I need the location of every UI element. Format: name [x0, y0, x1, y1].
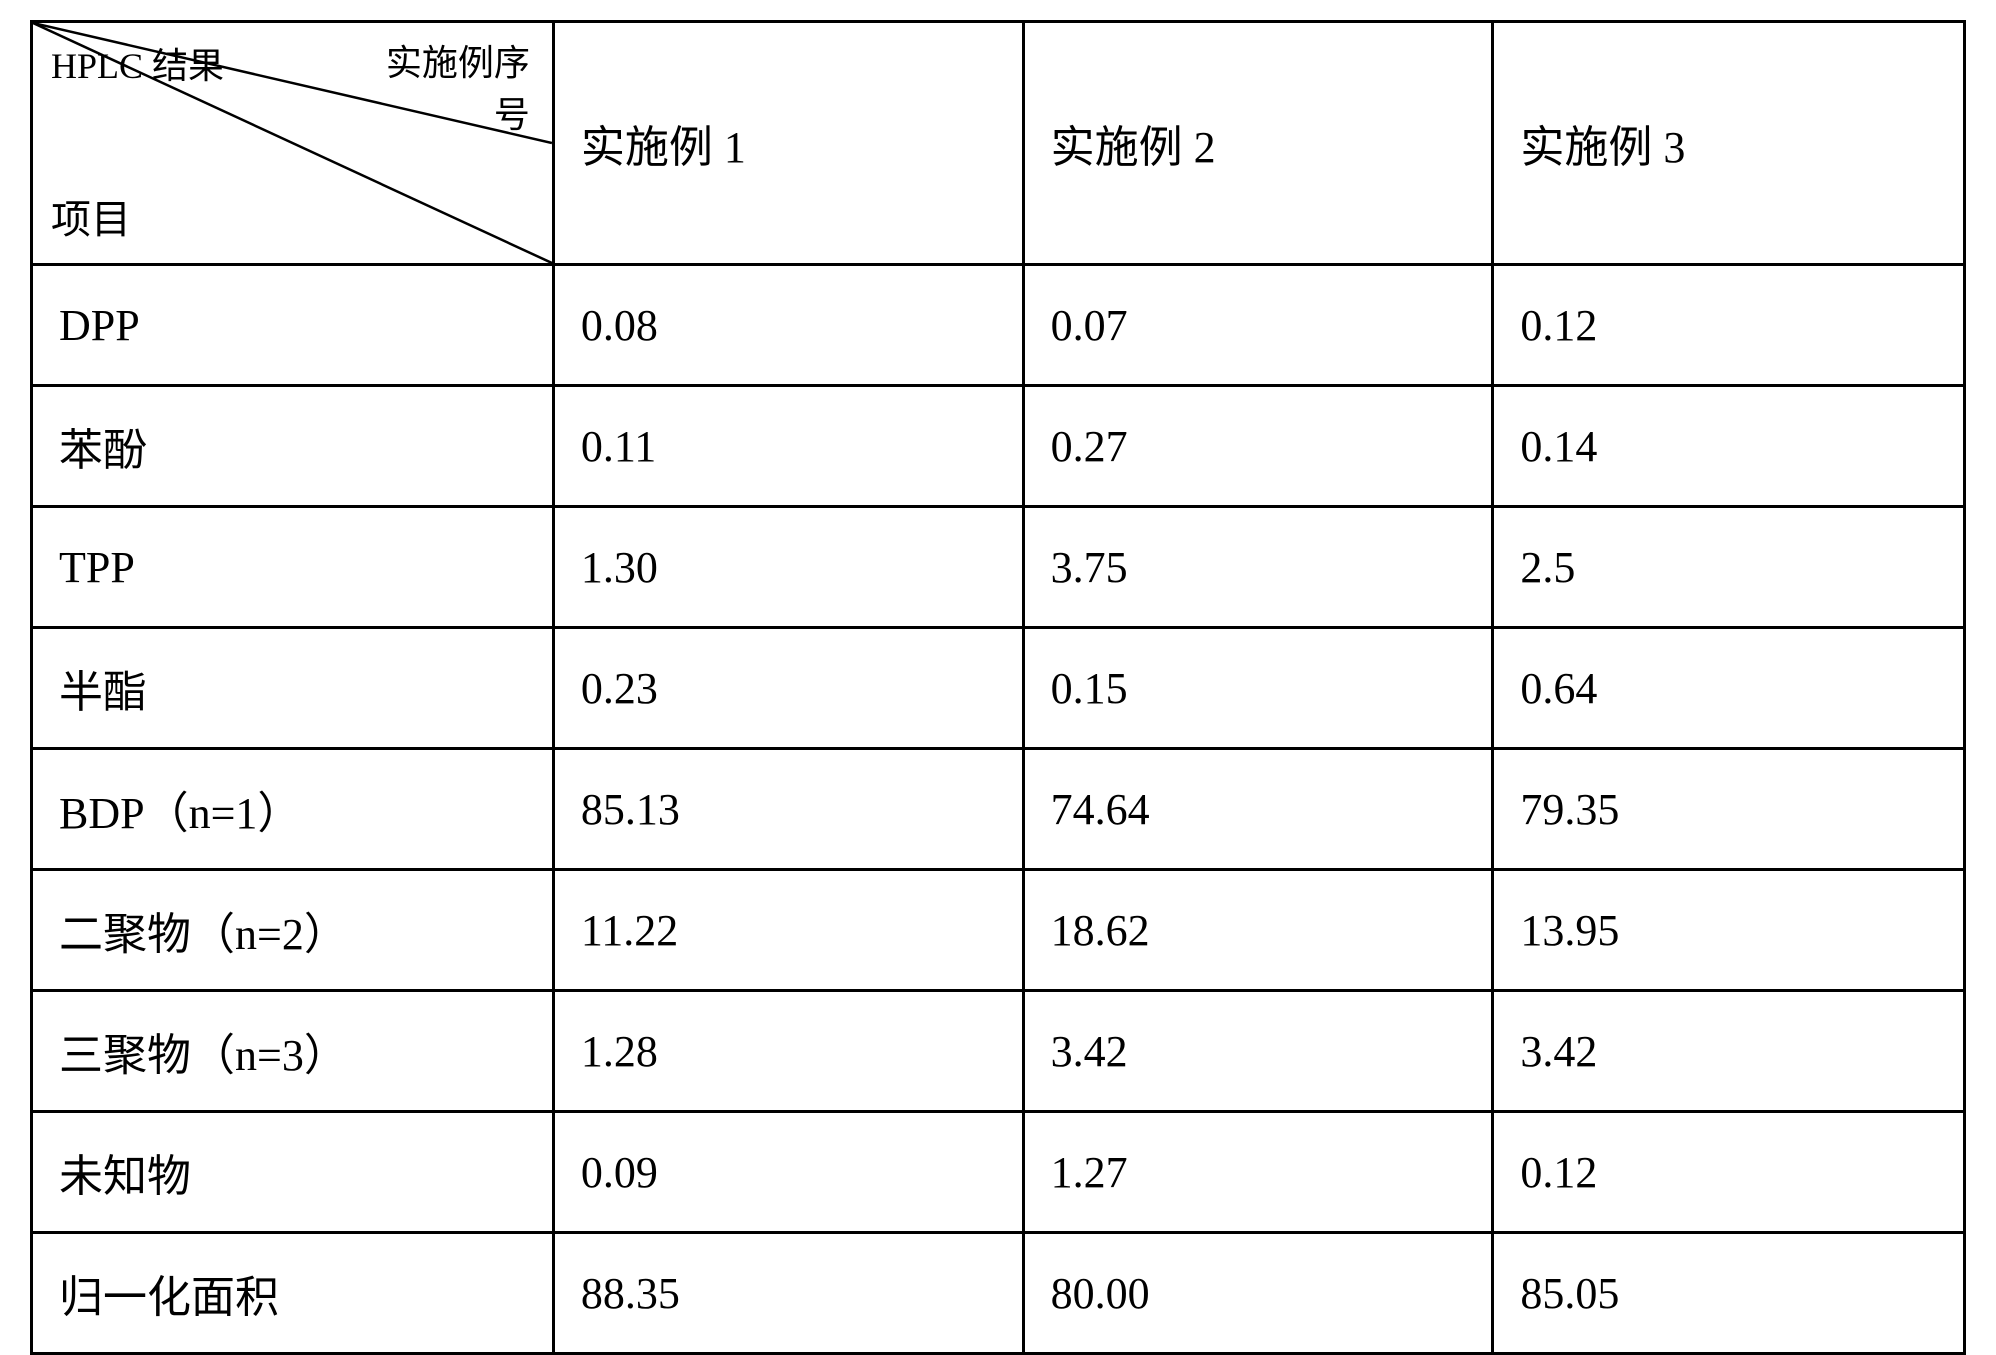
- row-label: TPP: [32, 507, 554, 628]
- table-row: BDP（n=1） 85.13 74.64 79.35: [32, 749, 1965, 870]
- row-label: 三聚物（n=3）: [32, 991, 554, 1112]
- data-cell: 3.42: [1023, 991, 1493, 1112]
- data-cell: 74.64: [1023, 749, 1493, 870]
- data-cell: 1.27: [1023, 1112, 1493, 1233]
- column-header: 实施例 3: [1493, 22, 1965, 265]
- diagonal-top-right-label: 实施例序 号: [386, 37, 530, 141]
- table-row: 半酯 0.23 0.15 0.64: [32, 628, 1965, 749]
- column-header: 实施例 1: [553, 22, 1023, 265]
- page-container: HPLC 结果 实施例序 号 项目 实施例 1 实施例 2 实施例 3 DPP …: [0, 0, 1996, 1348]
- row-label: 未知物: [32, 1112, 554, 1233]
- table-body: DPP 0.08 0.07 0.12 苯酚 0.11 0.27 0.14 TPP…: [32, 265, 1965, 1354]
- data-cell: 13.95: [1493, 870, 1965, 991]
- data-cell: 0.27: [1023, 386, 1493, 507]
- diagonal-top-right-line2: 号: [494, 95, 530, 135]
- hplc-results-table: HPLC 结果 实施例序 号 项目 实施例 1 实施例 2 实施例 3 DPP …: [30, 20, 1966, 1355]
- table-row: 未知物 0.09 1.27 0.12: [32, 1112, 1965, 1233]
- data-cell: 1.28: [553, 991, 1023, 1112]
- row-label: 二聚物（n=2）: [32, 870, 554, 991]
- table-row: 二聚物（n=2） 11.22 18.62 13.95: [32, 870, 1965, 991]
- data-cell: 2.5: [1493, 507, 1965, 628]
- table-row: 归一化面积 88.35 80.00 85.05: [32, 1233, 1965, 1354]
- row-label: DPP: [32, 265, 554, 386]
- row-label: 苯酚: [32, 386, 554, 507]
- diagonal-bottom-left-label: 项目: [51, 187, 131, 245]
- data-cell: 0.08: [553, 265, 1023, 386]
- row-label: 归一化面积: [32, 1233, 554, 1354]
- data-cell: 0.09: [553, 1112, 1023, 1233]
- data-cell: 0.12: [1493, 265, 1965, 386]
- data-cell: 3.42: [1493, 991, 1965, 1112]
- table-row: 苯酚 0.11 0.27 0.14: [32, 386, 1965, 507]
- table-header-row: HPLC 结果 实施例序 号 项目 实施例 1 实施例 2 实施例 3: [32, 22, 1965, 265]
- diagonal-top-left-label: HPLC 结果: [51, 37, 224, 89]
- data-cell: 85.05: [1493, 1233, 1965, 1354]
- row-label: BDP（n=1）: [32, 749, 554, 870]
- data-cell: 0.07: [1023, 265, 1493, 386]
- data-cell: 0.11: [553, 386, 1023, 507]
- data-cell: 11.22: [553, 870, 1023, 991]
- data-cell: 79.35: [1493, 749, 1965, 870]
- data-cell: 0.64: [1493, 628, 1965, 749]
- data-cell: 80.00: [1023, 1233, 1493, 1354]
- table-row: 三聚物（n=3） 1.28 3.42 3.42: [32, 991, 1965, 1112]
- diagonal-header-cell: HPLC 结果 实施例序 号 项目: [32, 22, 554, 265]
- data-cell: 18.62: [1023, 870, 1493, 991]
- diagonal-top-right-line1: 实施例序: [386, 43, 530, 83]
- data-cell: 1.30: [553, 507, 1023, 628]
- data-cell: 0.23: [553, 628, 1023, 749]
- table-row: TPP 1.30 3.75 2.5: [32, 507, 1965, 628]
- data-cell: 0.14: [1493, 386, 1965, 507]
- column-header: 实施例 2: [1023, 22, 1493, 265]
- data-cell: 88.35: [553, 1233, 1023, 1354]
- data-cell: 3.75: [1023, 507, 1493, 628]
- data-cell: 0.12: [1493, 1112, 1965, 1233]
- data-cell: 0.15: [1023, 628, 1493, 749]
- row-label: 半酯: [32, 628, 554, 749]
- table-row: DPP 0.08 0.07 0.12: [32, 265, 1965, 386]
- data-cell: 85.13: [553, 749, 1023, 870]
